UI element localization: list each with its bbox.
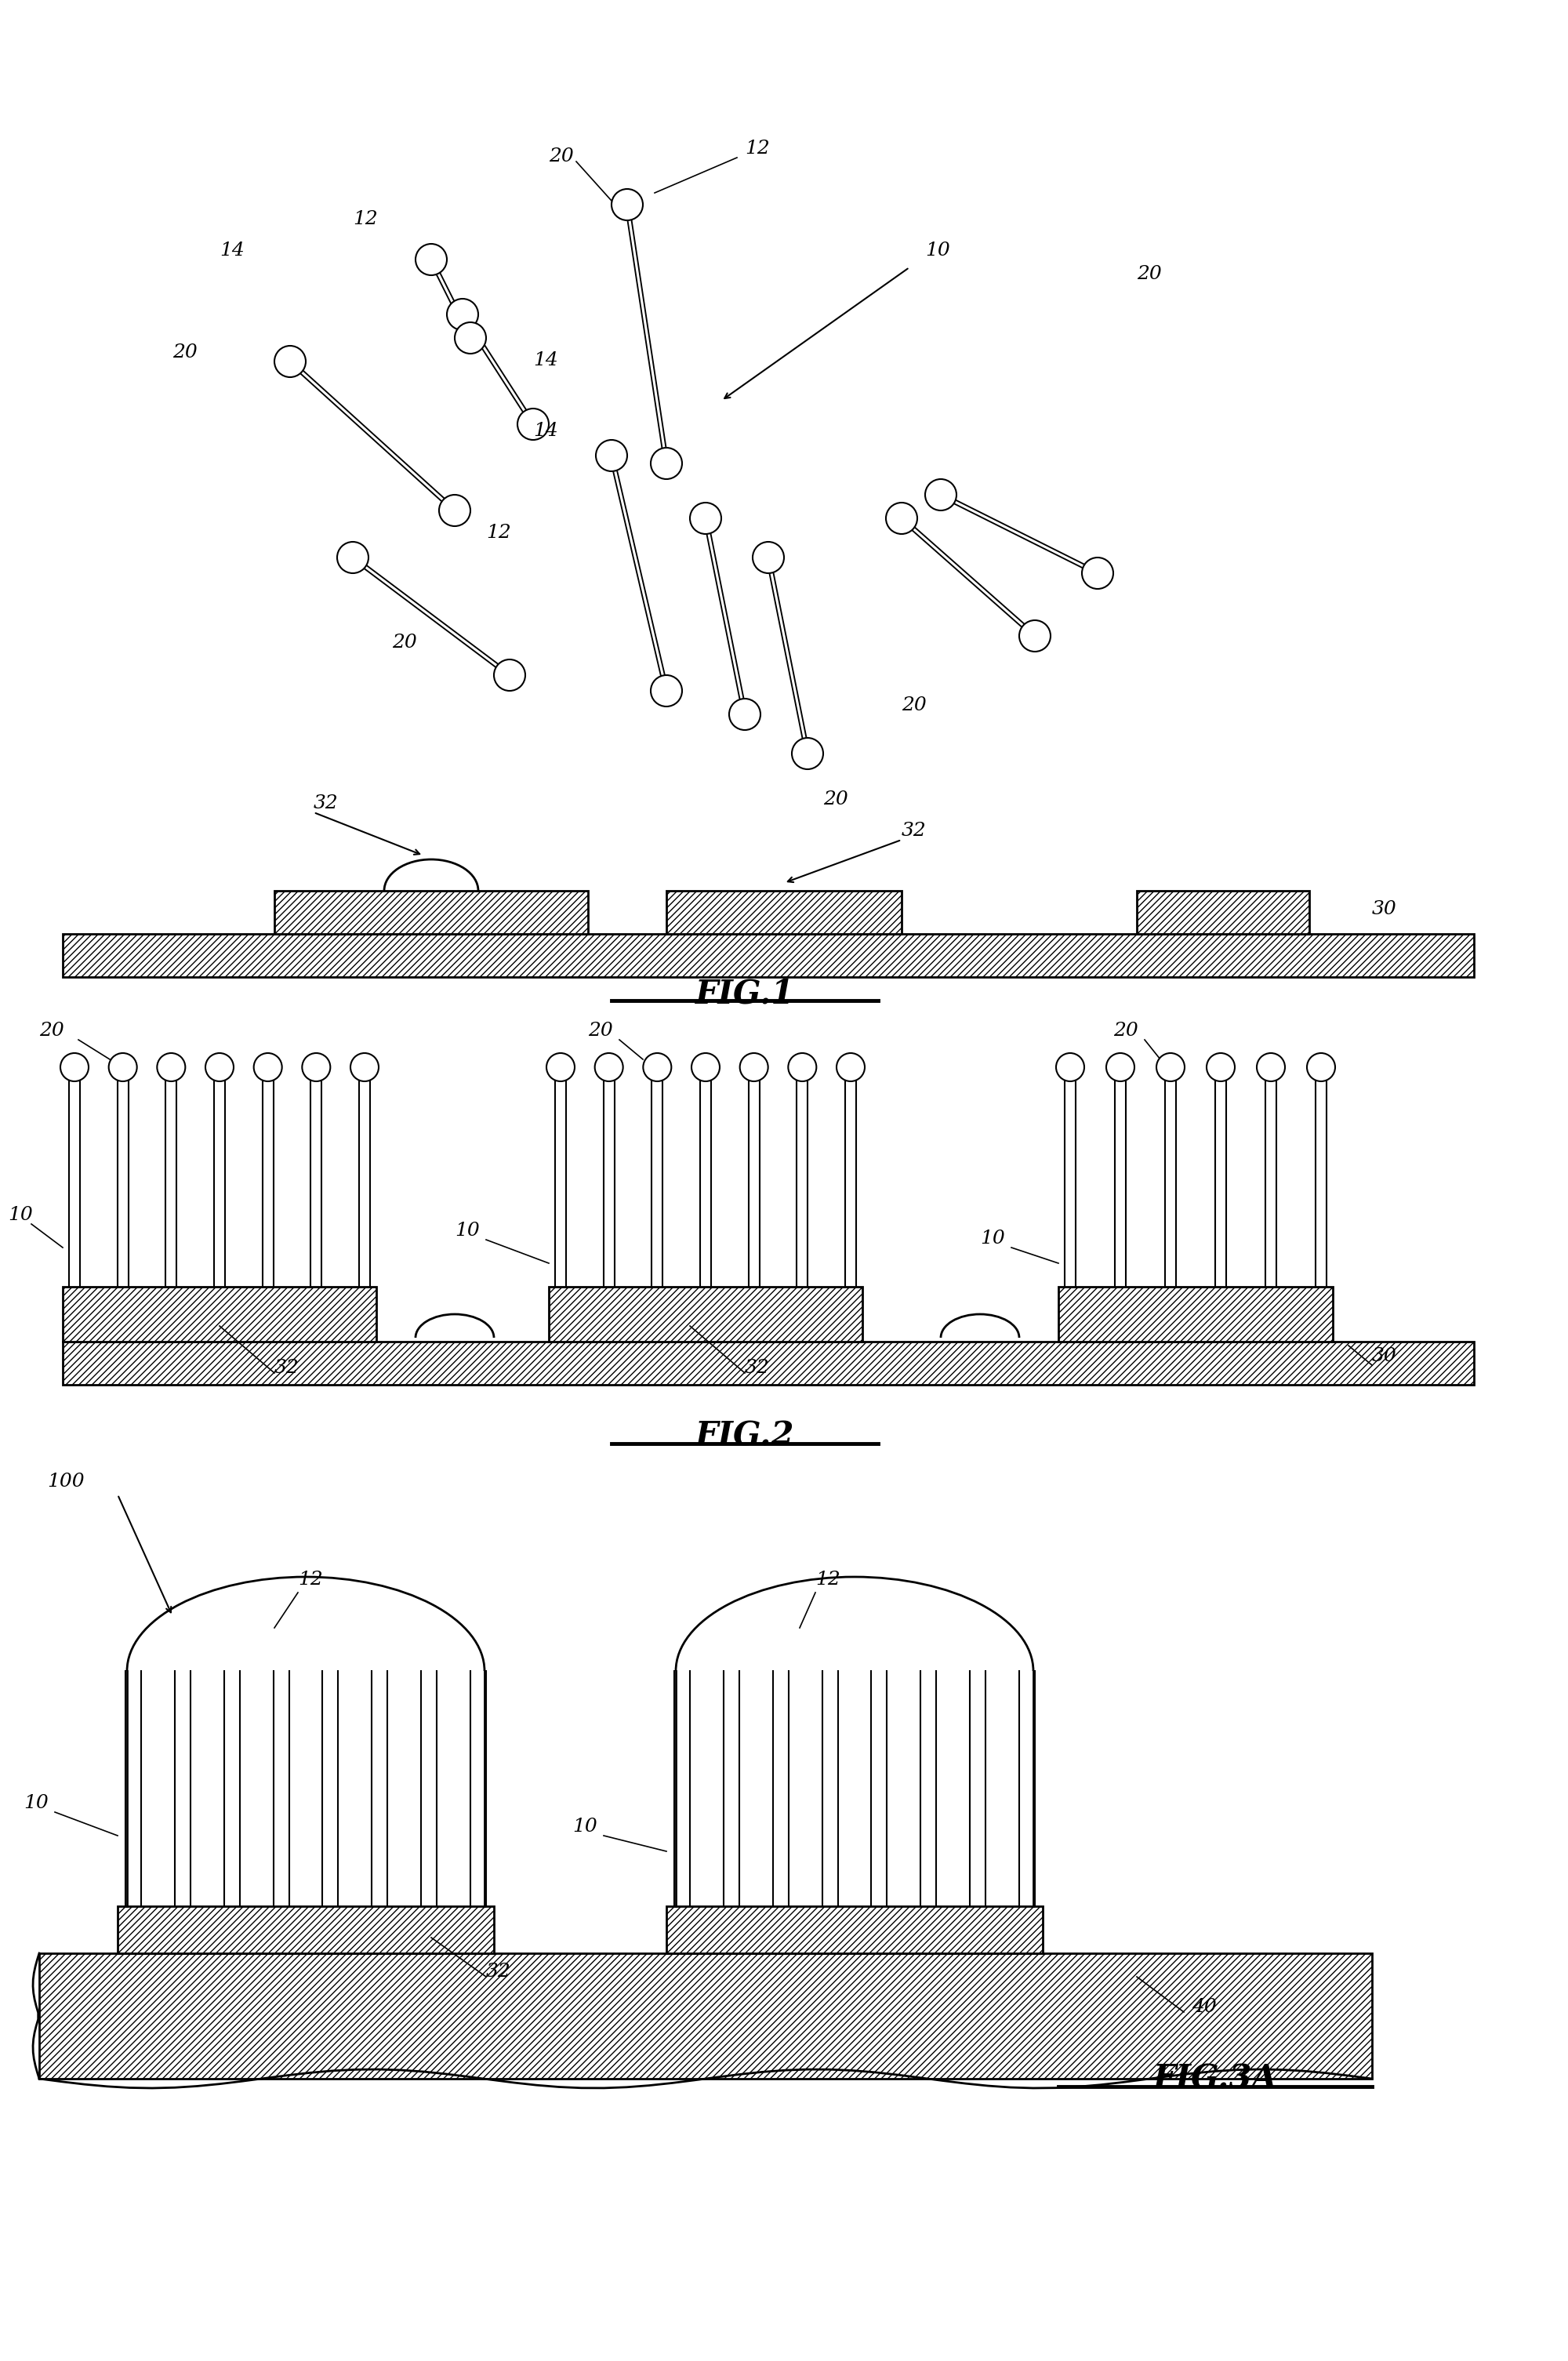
Text: 32: 32 — [274, 1360, 299, 1376]
Circle shape — [494, 659, 525, 692]
Circle shape — [690, 503, 721, 534]
Bar — [63, 935, 1474, 977]
Text: 10: 10 — [455, 1221, 480, 1240]
Circle shape — [792, 739, 823, 770]
Text: 30: 30 — [1372, 1348, 1397, 1365]
Text: 10: 10 — [980, 1230, 1005, 1247]
Bar — [666, 890, 902, 935]
Circle shape — [337, 541, 368, 574]
Bar — [1137, 890, 1309, 935]
Text: 20: 20 — [1137, 264, 1162, 283]
Text: 40: 40 — [1192, 1997, 1217, 2016]
Circle shape — [439, 496, 470, 527]
Circle shape — [1308, 1053, 1336, 1081]
Bar — [549, 1287, 862, 1341]
Circle shape — [1019, 621, 1051, 652]
Text: 10: 10 — [8, 1206, 33, 1223]
Bar — [63, 1341, 1474, 1386]
Circle shape — [691, 1053, 720, 1081]
Text: 12: 12 — [298, 1570, 323, 1589]
Text: 32: 32 — [314, 793, 339, 812]
Text: 30: 30 — [1372, 900, 1397, 918]
Text: 20: 20 — [172, 342, 198, 361]
Text: 12: 12 — [353, 210, 378, 229]
Circle shape — [1258, 1053, 1286, 1081]
Bar — [39, 1953, 1372, 2078]
Text: 100: 100 — [47, 1473, 85, 1490]
Circle shape — [60, 1053, 88, 1081]
Text: 20: 20 — [902, 696, 927, 715]
Circle shape — [351, 1053, 379, 1081]
Bar — [274, 890, 588, 935]
Text: 32: 32 — [745, 1360, 770, 1376]
Bar — [549, 1287, 862, 1341]
Text: 20: 20 — [392, 633, 417, 652]
Circle shape — [740, 1053, 768, 1081]
Bar — [1058, 1287, 1333, 1341]
Circle shape — [1057, 1053, 1085, 1081]
Bar — [666, 890, 902, 935]
Text: 20: 20 — [39, 1022, 64, 1039]
Text: 10: 10 — [925, 241, 950, 260]
Text: 32: 32 — [486, 1962, 511, 1981]
Text: 14: 14 — [533, 423, 558, 439]
Circle shape — [643, 1053, 671, 1081]
Circle shape — [517, 408, 549, 439]
Bar — [39, 1953, 1372, 2078]
Bar — [63, 1287, 376, 1341]
Circle shape — [1207, 1053, 1236, 1081]
Circle shape — [612, 189, 643, 220]
Text: 14: 14 — [220, 241, 245, 260]
Circle shape — [447, 300, 478, 331]
Bar — [63, 935, 1474, 977]
Circle shape — [651, 675, 682, 706]
Circle shape — [837, 1053, 866, 1081]
Text: 20: 20 — [823, 791, 848, 807]
Circle shape — [455, 321, 486, 354]
Text: 32: 32 — [902, 822, 927, 841]
Text: 14: 14 — [533, 352, 558, 368]
Circle shape — [789, 1053, 817, 1081]
Circle shape — [1082, 557, 1113, 588]
Circle shape — [651, 449, 682, 479]
Text: 12: 12 — [486, 524, 511, 541]
Circle shape — [274, 345, 306, 378]
Text: 10: 10 — [572, 1818, 597, 1834]
Text: 10: 10 — [24, 1794, 49, 1813]
Circle shape — [753, 541, 784, 574]
Text: 20: 20 — [1113, 1022, 1138, 1039]
Bar — [274, 890, 588, 935]
Circle shape — [303, 1053, 331, 1081]
Text: 12: 12 — [815, 1570, 840, 1589]
Text: 12: 12 — [745, 139, 770, 158]
Bar — [118, 1905, 494, 1953]
Circle shape — [729, 699, 760, 730]
Circle shape — [594, 1053, 622, 1081]
Circle shape — [596, 439, 627, 472]
Circle shape — [1157, 1053, 1185, 1081]
Text: FIG.2: FIG.2 — [695, 1419, 795, 1452]
Bar — [63, 1341, 1474, 1386]
Text: FIG.1: FIG.1 — [695, 977, 795, 1011]
Circle shape — [547, 1053, 574, 1081]
Circle shape — [416, 243, 447, 276]
Circle shape — [205, 1053, 234, 1081]
Text: 20: 20 — [549, 146, 574, 165]
Bar — [666, 1905, 1043, 1953]
Bar — [1137, 890, 1309, 935]
Circle shape — [1107, 1053, 1135, 1081]
Text: FIG.3A: FIG.3A — [1152, 2064, 1278, 2097]
Circle shape — [925, 479, 956, 510]
Text: 20: 20 — [588, 1022, 613, 1039]
Circle shape — [108, 1053, 136, 1081]
Circle shape — [254, 1053, 282, 1081]
Bar — [666, 1905, 1043, 1953]
Bar — [1058, 1287, 1333, 1341]
Bar — [63, 1287, 376, 1341]
Bar — [118, 1905, 494, 1953]
Circle shape — [886, 503, 917, 534]
Circle shape — [157, 1053, 185, 1081]
